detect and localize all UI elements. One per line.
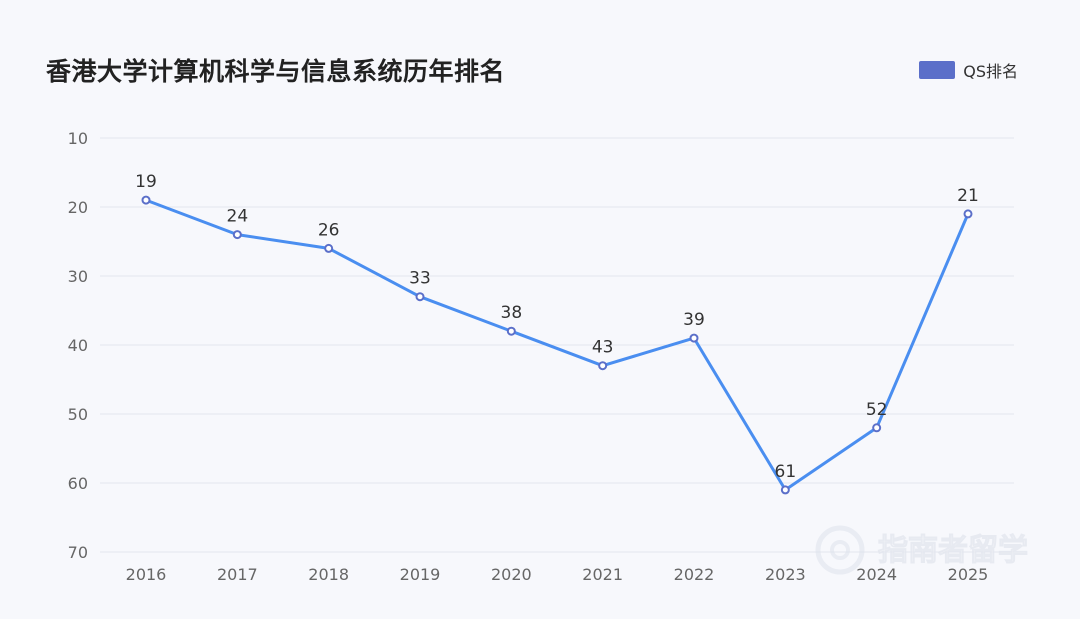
data-label: 21	[957, 186, 979, 206]
data-point	[324, 243, 334, 253]
data-label: 19	[135, 172, 157, 192]
data-label: 52	[866, 400, 888, 420]
watermark-logo-icon	[815, 525, 865, 575]
x-tick-label: 2020	[491, 565, 532, 584]
data-point	[415, 292, 425, 302]
y-tick-label: 40	[68, 336, 88, 355]
data-point	[689, 333, 699, 343]
x-tick-label: 2023	[765, 565, 806, 584]
legend-swatch	[919, 61, 956, 79]
data-label: 39	[683, 310, 705, 330]
x-tick-label: 2021	[582, 565, 623, 584]
data-point	[872, 423, 882, 433]
data-point	[232, 230, 242, 240]
x-tick-label: 2025	[948, 565, 989, 584]
data-label: 24	[227, 207, 249, 227]
data-point	[141, 195, 151, 205]
x-tick-label: 2022	[674, 565, 715, 584]
y-tick-label: 10	[68, 129, 88, 148]
y-tick-label: 20	[68, 198, 88, 217]
data-label: 38	[501, 303, 523, 323]
x-tick-label: 2024	[856, 565, 897, 584]
data-label: 43	[592, 338, 614, 358]
chart-title: 香港大学计算机科学与信息系统历年排名	[46, 57, 506, 86]
x-tick-label: 2019	[400, 565, 441, 584]
legend-label: QS排名	[963, 62, 1018, 81]
data-point	[506, 326, 516, 336]
data-label: 61	[775, 462, 797, 482]
y-tick-label: 50	[68, 405, 88, 424]
data-point	[963, 209, 973, 219]
legend[interactable]: QS排名	[919, 58, 1018, 82]
data-label: 33	[409, 269, 431, 289]
x-tick-label: 2018	[308, 565, 349, 584]
data-label: 26	[318, 220, 340, 240]
y-tick-label: 70	[68, 543, 88, 562]
series-line	[145, 198, 970, 492]
x-tick-label: 2017	[217, 565, 258, 584]
x-tick-label: 2016	[126, 565, 167, 584]
watermark-text: 指南者留学	[878, 533, 1029, 569]
y-tick-label: 30	[68, 267, 88, 286]
data-point	[780, 485, 790, 495]
data-point	[598, 361, 608, 371]
y-tick-label: 60	[68, 474, 88, 493]
